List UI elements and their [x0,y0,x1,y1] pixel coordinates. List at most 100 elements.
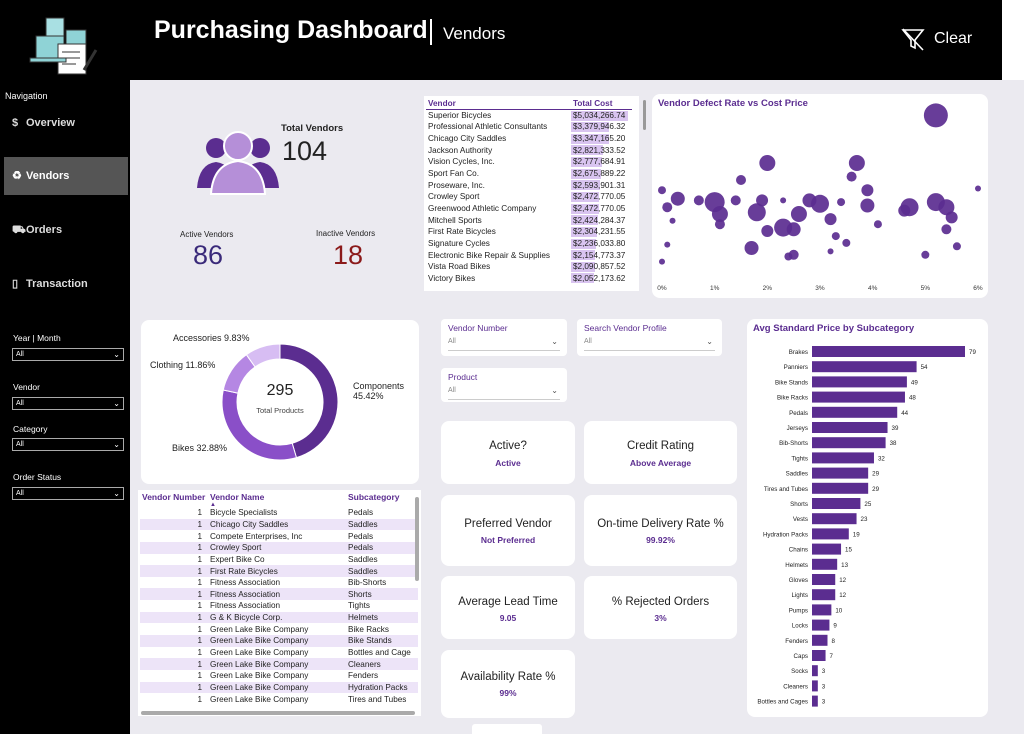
table-row[interactable]: Chicago City Saddles $3,347,165.20 [426,133,632,145]
table-row[interactable]: 1 Expert Bike Co Saddles [140,554,418,566]
scatter-point[interactable] [669,217,676,224]
bar[interactable] [812,467,869,479]
page-tab-stub[interactable] [472,724,542,734]
scatter-point[interactable] [744,241,759,255]
product-dropdown[interactable]: All ⌄ [448,386,560,400]
donut-slice-components[interactable] [279,343,339,459]
table-row[interactable]: Sport Fan Co. $2,675,889.22 [426,168,632,180]
bar[interactable] [812,619,830,631]
scatter-point[interactable] [860,198,875,213]
scatter-point[interactable] [693,195,704,206]
filter-order-status-dropdown[interactable]: All ⌄ [12,487,124,500]
vendor-subcategory-horizontal-scrollbar[interactable] [141,711,415,715]
scatter-point[interactable] [662,202,673,213]
table-row[interactable]: Signature Cycles $2,236,033.80 [426,238,632,250]
table-row[interactable]: 1 Chicago City Saddles Saddles [140,518,418,531]
table-row[interactable]: Victory Bikes $2,052,173.62 [426,272,632,284]
search-vendor-profile-slicer[interactable]: Search Vendor Profile All ⌄ [577,319,722,356]
scatter-point[interactable] [831,232,840,241]
scatter-point[interactable] [945,211,958,224]
table-row[interactable]: 1 Fitness Association Bib-Shorts [140,577,418,589]
scatter-point[interactable] [780,197,787,204]
bar[interactable] [812,391,905,403]
bar[interactable] [812,406,898,418]
column-header-vendor-name[interactable]: Vendor Name [210,492,265,502]
table-row[interactable]: 1 First Rate Bicycles Saddles [140,565,418,577]
scatter-point[interactable] [747,203,766,222]
clear-filters-button[interactable]: Clear [900,26,972,52]
table-row[interactable]: 1 Green Lake Bike Company Tires and Tubes [140,693,418,705]
table-row[interactable]: Proseware, Inc. $2,593,901.31 [426,179,632,191]
bar[interactable] [812,589,836,601]
bar[interactable] [812,650,826,661]
column-header-total-cost[interactable]: Total Cost [571,98,632,110]
bar[interactable] [812,695,818,707]
donut-slice-accessories[interactable] [245,343,281,368]
scatter-point[interactable] [659,258,665,265]
vendor-table-scrollbar[interactable] [643,100,646,130]
table-row[interactable]: 1 Bicycle Specialists Pedals [140,507,418,519]
scatter-point[interactable] [923,103,948,128]
scatter-point[interactable] [848,155,865,171]
bar[interactable] [812,513,857,525]
column-header-vendor[interactable]: Vendor [426,98,571,110]
nav-item-vendors[interactable]: ♻ Vendors [4,157,128,195]
scatter-point[interactable] [824,213,837,226]
scatter-point[interactable] [975,185,981,192]
scatter-point[interactable] [861,184,874,197]
search-vendor-profile-dropdown[interactable]: All ⌄ [584,337,715,351]
product-slicer[interactable]: Product All ⌄ [441,368,567,402]
table-row[interactable]: 1 Green Lake Bike Company Bike Stands [140,635,418,647]
table-row[interactable]: First Rate Bicycles $2,304,231.55 [426,226,632,238]
scatter-point[interactable] [730,195,741,206]
bar[interactable] [812,558,838,570]
scatter-point[interactable] [846,171,857,182]
scatter-point[interactable] [714,219,725,230]
bar[interactable] [812,361,917,373]
vendor-subcategory-vertical-scrollbar[interactable] [415,497,419,581]
bar[interactable] [812,574,836,585]
scatter-point[interactable] [664,241,671,248]
scatter-point[interactable] [786,222,801,237]
table-row[interactable]: 1 Green Lake Bike Company Fenders [140,670,418,682]
table-row[interactable]: 1 Crowley Sport Pedals [140,541,418,554]
vendor-number-slicer[interactable]: Vendor Number All ⌄ [441,319,567,356]
scatter-point[interactable] [952,242,961,251]
table-row[interactable]: Superior Bicycles $5,034,266.74 [426,110,632,122]
vendor-number-dropdown[interactable]: All ⌄ [448,337,560,351]
bar[interactable] [812,543,842,555]
table-row[interactable]: Electronic Bike Repair & Supplies $2,154,… [426,249,632,261]
bar[interactable] [812,665,818,677]
column-header-subcategory[interactable]: Subcategory [348,492,400,502]
bar[interactable] [812,452,874,464]
table-row[interactable]: 1 Green Lake Bike Company Hydration Packs [140,681,418,694]
scatter-point[interactable] [784,252,793,261]
scatter-point[interactable] [873,220,882,229]
column-header-vendor-number[interactable]: Vendor Number [142,492,206,502]
scatter-point[interactable] [670,191,685,206]
scatter-point[interactable] [736,175,746,185]
scatter-point[interactable] [761,225,774,237]
table-row[interactable]: 1 Green Lake Bike Company Bottles and Cage [140,647,418,659]
table-row[interactable]: Mitchell Sports $2,424,284.37 [426,214,632,226]
table-row[interactable]: Vista Road Bikes $2,090,857.52 [426,261,632,273]
scatter-point[interactable] [756,194,769,207]
bar[interactable] [812,498,861,509]
bar[interactable] [812,422,888,433]
bar[interactable] [812,346,965,357]
filter-vendor-dropdown[interactable]: All ⌄ [12,397,124,410]
table-row[interactable]: 1 Green Lake Bike Company Cleaners [140,658,418,670]
bar[interactable] [812,482,869,494]
donut-slice-bikes[interactable] [221,389,298,461]
filter-year-month-dropdown[interactable]: All ⌄ [12,348,124,361]
table-row[interactable]: Professional Athletic Consultants $3,379,… [426,121,632,133]
bar[interactable] [812,437,886,449]
scatter-point[interactable] [811,194,829,213]
table-row[interactable]: Greenwood Athletic Company $2,472,770.05 [426,203,632,215]
nav-item-orders[interactable]: ⛟Orders [4,211,128,249]
scatter-point[interactable] [790,206,807,222]
bar[interactable] [812,528,849,540]
scatter-point[interactable] [842,238,851,247]
nav-item-overview[interactable]: $ Overview [4,104,128,142]
